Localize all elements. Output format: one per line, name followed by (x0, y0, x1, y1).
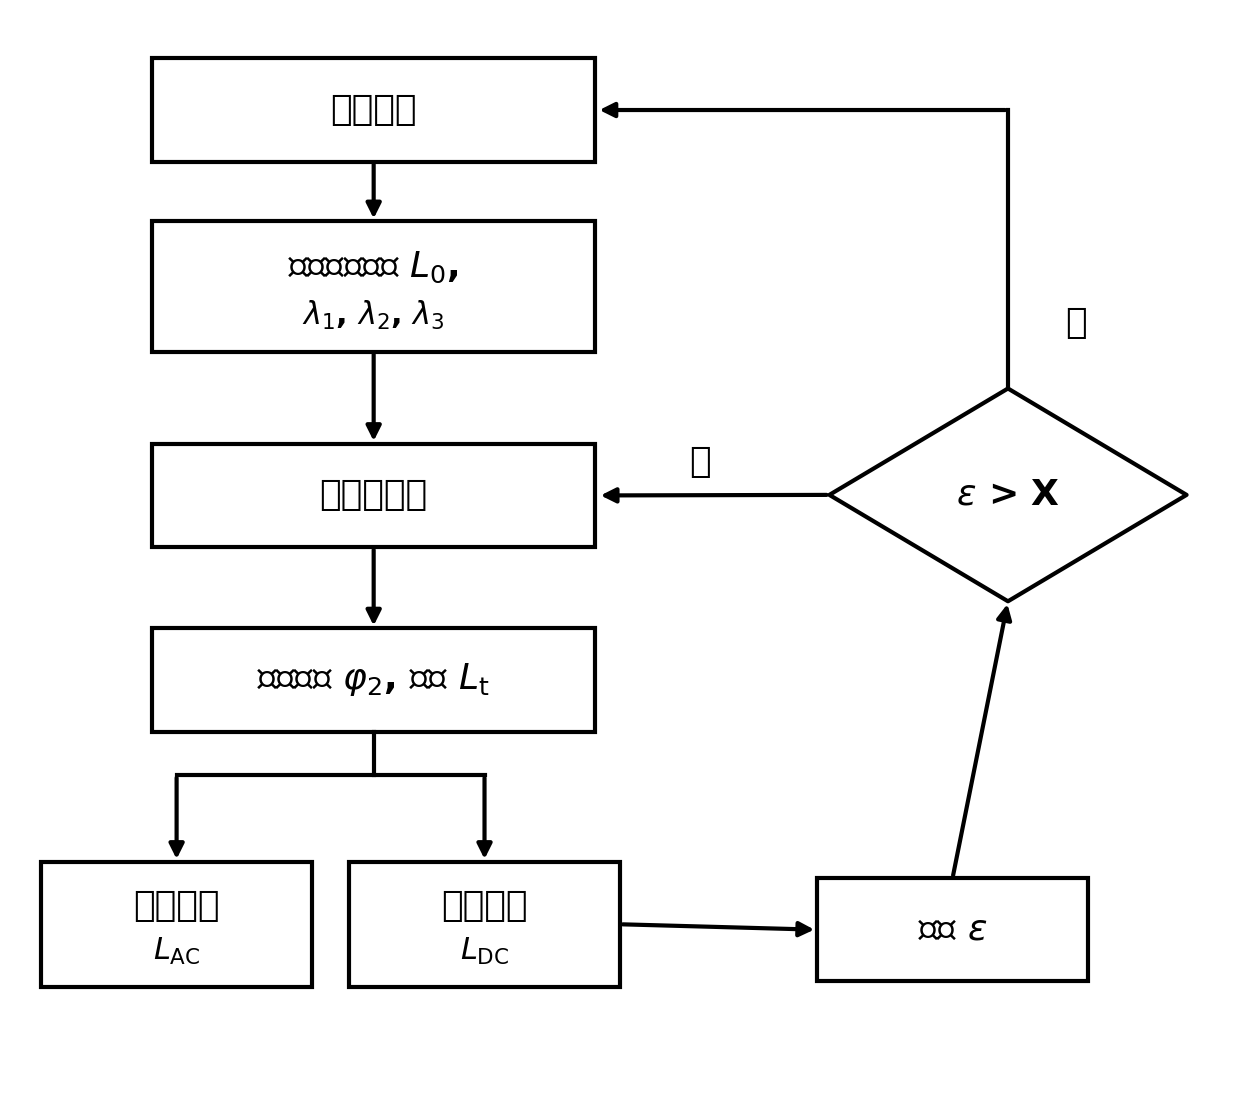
Bar (41, 862, 312, 987)
Text: 计算初始腔长 $L_0$,: 计算初始腔长 $L_0$, (288, 249, 459, 284)
Text: $\lambda_1$, $\lambda_2$, $\lambda_3$: $\lambda_1$, $\lambda_2$, $\lambda_3$ (303, 299, 445, 331)
Bar (153, 444, 595, 547)
Text: 交流成分: 交流成分 (134, 888, 219, 922)
Text: 计算相位 $\varphi_2$, 腔长 $L_{\mathrm{t}}$: 计算相位 $\varphi_2$, 腔长 $L_{\mathrm{t}}$ (257, 662, 490, 698)
Bar (153, 221, 595, 351)
Bar (153, 58, 595, 162)
Bar (817, 878, 1087, 981)
Text: 否: 否 (689, 445, 711, 479)
Text: 计算 $\varepsilon$: 计算 $\varepsilon$ (918, 912, 987, 946)
Bar (153, 628, 595, 732)
Text: $L_{\mathrm{DC}}$: $L_{\mathrm{DC}}$ (460, 936, 510, 967)
Text: $L_{\mathrm{AC}}$: $L_{\mathrm{AC}}$ (153, 936, 201, 967)
Text: 全谱扫描: 全谱扫描 (330, 93, 417, 127)
Text: 三波长切换: 三波长切换 (320, 478, 428, 512)
Bar (348, 862, 620, 987)
Text: 是: 是 (1065, 306, 1086, 340)
Text: 直流成分: 直流成分 (441, 888, 528, 922)
Text: $\varepsilon$ > X: $\varepsilon$ > X (956, 478, 1060, 512)
